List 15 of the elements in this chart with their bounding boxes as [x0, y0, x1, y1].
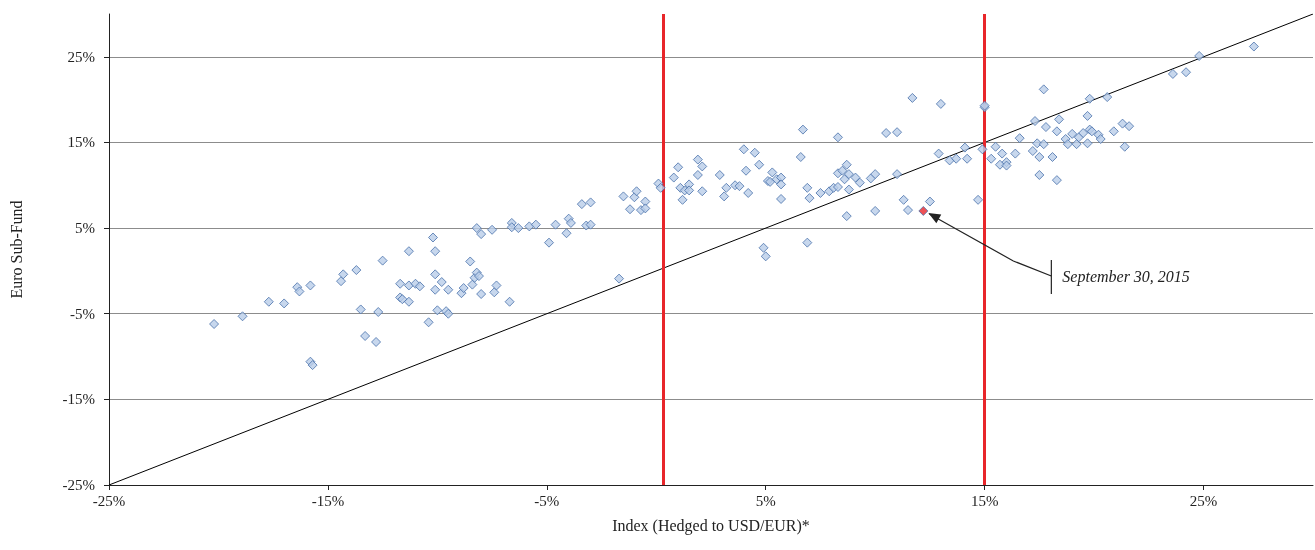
x-tick-label: -25%	[92, 492, 126, 509]
x-axis-title: Index (Hedged to USD/EUR)*	[612, 516, 810, 535]
y-tick-label: 5%	[75, 220, 95, 237]
y-tick-label: 15%	[67, 134, 95, 151]
x-tick-label: 25%	[1189, 492, 1218, 509]
y-tick-label: 25%	[67, 48, 95, 65]
y-tick-label: -25%	[62, 477, 95, 493]
x-tick-label: 5%	[755, 492, 776, 509]
y-axis-title: Euro Sub-Fund	[7, 200, 25, 299]
x-tick-label: 15%	[970, 492, 999, 509]
annotation: September 30, 2015	[1062, 267, 1190, 286]
x-tick-label: -5%	[534, 492, 560, 509]
y-tick-label: -15%	[62, 391, 95, 408]
x-tick-label: -15%	[311, 492, 345, 509]
y-tick-label: -5%	[70, 305, 95, 322]
